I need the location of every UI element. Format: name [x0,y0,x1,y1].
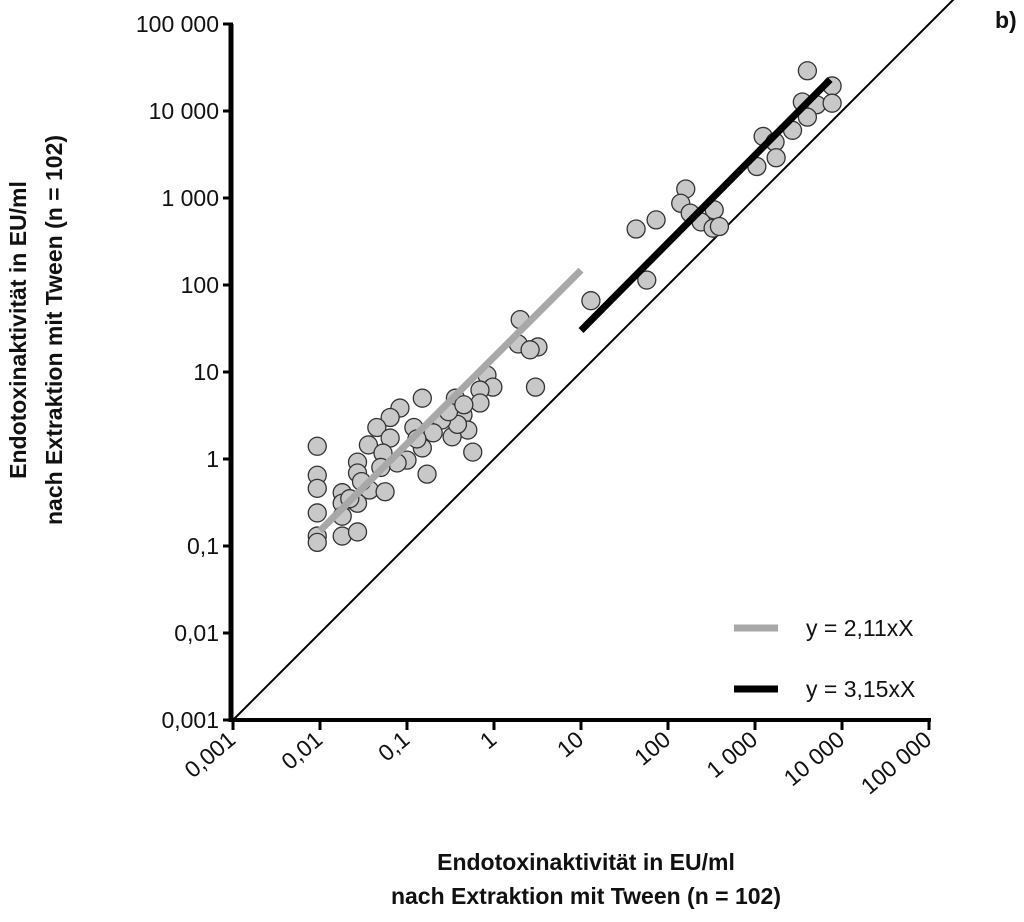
identity-line [232,0,955,721]
x-tick-labels: 0,001 0,01 0,1 1 10 100 1 000 10 000 100 000 [179,726,936,799]
legend: y = 2,11xX y = 3,15xX [734,615,915,702]
data-point [626,219,646,239]
panel-label: b) [995,7,1017,33]
data-point [307,532,327,553]
data-point [380,407,400,428]
y-tick-label: 0,001 [161,707,219,733]
x-tick-label: 10 000 [779,726,850,791]
data-point [375,482,395,502]
data-point [822,93,842,113]
x-axis-label-line2: nach Extraktion mit Tween (n = 102) [391,883,781,909]
x-tick-label: 0,001 [179,726,240,783]
x-tick-label: 10 [552,726,588,762]
data-points [307,61,842,553]
data-point [412,388,432,408]
data-point [637,270,657,290]
x-tick-label: 0,01 [276,726,327,775]
fit-lines [317,77,833,534]
y-tick-label: 0,1 [187,533,219,559]
x-tick-label: 1 [475,726,502,754]
y-axis-label-line2: nach Extraktion mit Tween (n = 102) [41,135,67,525]
y-tick-label: 0,01 [174,620,219,646]
x-tick-label: 100 000 [856,726,936,799]
y-axis-label-line1: Endotoxinaktivität in EU/ml [5,181,31,479]
data-point [470,393,490,413]
data-point [417,464,437,484]
data-point [307,503,327,523]
data-point [581,291,601,311]
data-point [525,377,546,397]
y-tick-label: 100 [181,272,219,298]
y-tick-label: 10 [193,359,219,385]
data-point [307,436,327,456]
data-point [358,435,379,455]
data-point [307,478,327,498]
legend-label-gray: y = 2,11xX [806,615,914,641]
data-point [463,442,483,462]
data-point [709,216,730,237]
data-point [646,210,666,230]
identity-line-segment [232,0,955,721]
fit-line-0 [317,267,584,534]
x-axis-label-line1: Endotoxinaktivität in EU/ml [437,849,735,875]
axes [223,22,931,730]
y-tick-label: 1 000 [161,185,219,211]
data-point [454,395,474,415]
x-tick-label: 1 000 [701,726,762,783]
legend-label-black: y = 3,15xX [806,676,915,702]
data-point [797,107,818,127]
fit-line-1 [578,77,833,333]
x-tick-label: 0,1 [373,726,414,766]
data-point [520,340,540,360]
y-tick-label: 1 [206,446,219,472]
x-tick-label: 100 [629,726,675,771]
data-point [797,61,818,81]
y-tick-label: 10 000 [149,98,219,124]
y-tick-labels: 0,001 0,01 0,1 1 10 100 1 000 10 000 100 000 [136,11,219,733]
data-point [347,522,368,542]
y-tick-label: 100 000 [136,11,219,37]
data-point [766,148,786,168]
data-point [367,417,387,438]
